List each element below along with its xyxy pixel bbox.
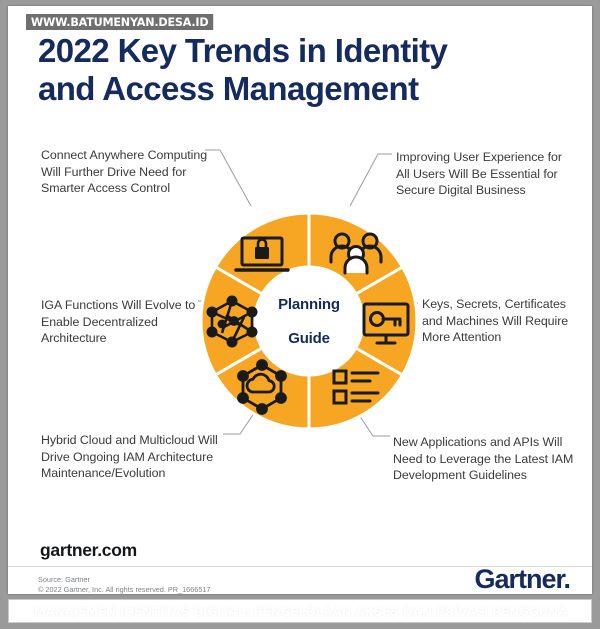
cloud-network-icon	[237, 359, 287, 415]
banner-text: MANAJEMEN IDENTITAS DIGITAL: PENGELOLAAN…	[33, 603, 567, 619]
infographic-card: WWW.BATUMENYAN.DESA.ID 2022 Key Trends i…	[8, 6, 592, 594]
page-title-line1: 2022 Key Trends in Identity	[38, 32, 448, 69]
bottom-banner: MANAJEMEN IDENTITAS DIGITAL: PENGELOLAAN…	[8, 599, 592, 623]
copyright-line: © 2022 Gartner, Inc. All rights reserved…	[38, 584, 211, 594]
watermark-text: WWW.BATUMENYAN.DESA.ID	[30, 15, 209, 29]
site-url[interactable]: gartner.com	[40, 540, 137, 560]
checklist-icon	[332, 369, 380, 405]
callout-middle-right: Keys, Secrets, Certificates and Machines…	[422, 297, 569, 345]
source-note: Source: Gartner © 2022 Gartner, Inc. All…	[38, 575, 211, 594]
watermark-badge: WWW.BATUMENYAN.DESA.ID	[26, 14, 214, 30]
callout-bottom-right: New Applications and APIs Will Need to L…	[393, 435, 574, 483]
users-group-icon	[329, 232, 383, 275]
gartner-logo: Gartner.	[474, 564, 571, 594]
source-line: Source: Gartner	[38, 575, 90, 584]
footer-divider	[8, 566, 592, 567]
connector-top-right	[349, 153, 392, 207]
callout-middle-left: IGA Functions Will Evolve to Enable Dece…	[41, 298, 196, 346]
callout-top-left: Connect Anywhere Computing Will Further …	[41, 148, 208, 196]
page-title: 2022 Key Trends in Identity and Access M…	[38, 32, 558, 108]
callout-top-right: Improving User Experience for All Users …	[396, 150, 562, 198]
mesh-network-icon	[206, 295, 258, 348]
planning-guide-wheel: Planning Guide	[198, 205, 420, 437]
wheel-hub	[256, 268, 362, 374]
laptop-lock-icon	[234, 236, 290, 272]
page-title-line2: and Access Management	[38, 70, 419, 107]
callout-bottom-left: Hybrid Cloud and Multicloud Will Drive O…	[41, 433, 218, 481]
monitor-key-icon	[362, 302, 410, 345]
